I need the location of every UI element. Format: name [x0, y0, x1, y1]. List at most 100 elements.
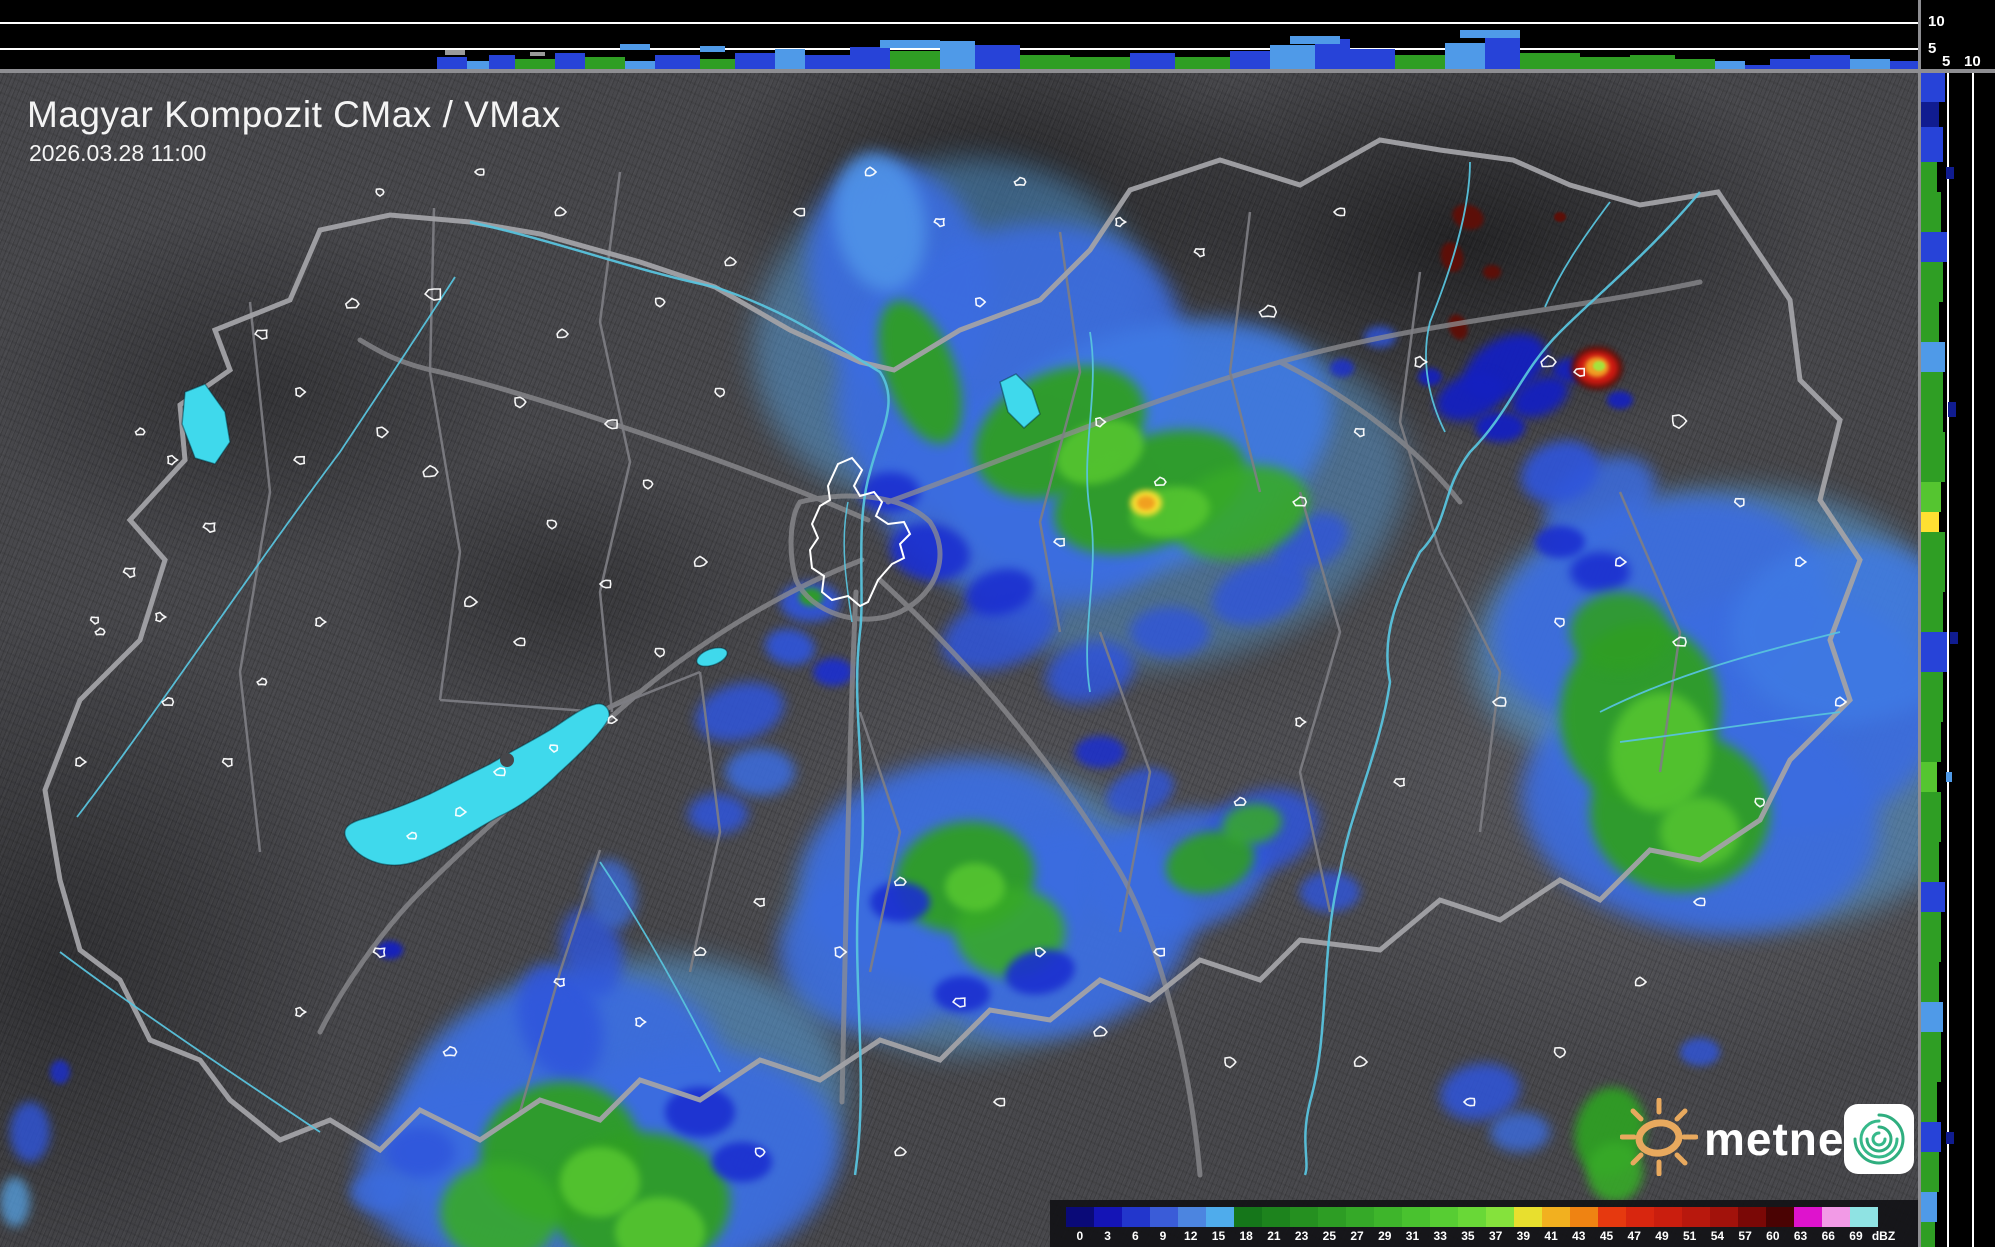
radar-echo-blob — [665, 1087, 735, 1137]
dbz-cell-27 — [1346, 1207, 1374, 1227]
dbz-cell-60 — [1766, 1207, 1794, 1227]
settlement-outline — [642, 479, 654, 490]
settlement-outline — [423, 288, 442, 301]
spiral-icon — [1853, 1113, 1905, 1165]
right-cross-section-strip — [1920, 72, 1995, 1247]
top-axis-tick-5: 5 — [1928, 40, 1937, 57]
country-border — [42, 137, 1863, 1154]
lake-ferto — [181, 383, 231, 465]
settlement-outline — [1491, 696, 1507, 707]
dbz-cell-39 — [1514, 1207, 1542, 1227]
map-top-border — [0, 69, 1995, 73]
dbz-label-66: 66 — [1821, 1229, 1835, 1243]
dbz-label-60: 60 — [1766, 1229, 1780, 1243]
radar-echo-blob — [813, 658, 853, 686]
dbz-label-51: 51 — [1682, 1229, 1697, 1243]
dbz-label-41: 41 — [1544, 1229, 1558, 1243]
lake-velence — [695, 646, 729, 668]
right-strip-gridline-5 — [1947, 72, 1949, 1247]
dbz-label-69: 69 — [1849, 1229, 1863, 1243]
radar-echo-blob — [1075, 736, 1125, 768]
settlement-outline — [1233, 796, 1247, 807]
settlement-outline — [375, 188, 385, 197]
settlement-outline — [1634, 976, 1648, 987]
settlement-outline — [693, 555, 709, 568]
settlement-outline — [1795, 556, 1808, 568]
settlement-outline — [1671, 414, 1688, 430]
settlement-outline — [834, 946, 848, 959]
settlement-outline — [1692, 897, 1706, 907]
settlement-outline — [514, 396, 527, 409]
dbz-cell-6 — [1122, 1207, 1150, 1227]
settlement-outline — [1052, 537, 1066, 548]
metnet-branding: metnet — [1620, 1090, 1920, 1185]
settlement-outline — [974, 296, 987, 308]
metnet-logo-text: metnet — [1704, 1113, 1861, 1165]
dbz-cell-3 — [1094, 1207, 1122, 1227]
settlement-outline — [1153, 476, 1167, 487]
dbz-cell-66 — [1822, 1207, 1850, 1227]
geography-overlay — [42, 137, 1863, 1178]
dbz-label-63: 63 — [1793, 1229, 1808, 1243]
radar-echo-blob — [945, 863, 1005, 911]
settlement-outline — [134, 427, 146, 436]
right-strip-gridline-10 — [1972, 72, 1974, 1247]
radar-echo-layer — [0, 72, 1920, 1247]
settlement-outline — [161, 696, 175, 707]
dbz-label-35: 35 — [1461, 1229, 1475, 1243]
radar-echo-blob — [440, 1162, 560, 1247]
radar-echo-blob — [1490, 1112, 1550, 1152]
dbz-label-23: 23 — [1294, 1229, 1309, 1243]
settlement-outline — [933, 217, 945, 228]
settlement-outline — [654, 297, 666, 308]
tihany-peninsula — [500, 753, 514, 767]
settlement-outline — [1258, 304, 1278, 318]
river-tisza — [1303, 191, 1701, 1176]
settlement-outline — [376, 426, 390, 439]
map-right-border — [1918, 0, 1921, 1247]
dbz-label-6: 6 — [1131, 1229, 1139, 1243]
top-strip-gridline-10 — [0, 22, 1920, 24]
radar-echo-blob — [1554, 212, 1566, 222]
settlement-outline — [634, 1016, 647, 1028]
settlement-outline — [155, 611, 168, 623]
dbz-label-43: 43 — [1572, 1229, 1586, 1243]
dbz-label-27: 27 — [1350, 1229, 1364, 1243]
dbz-label-54: 54 — [1710, 1229, 1725, 1243]
settlement-outline — [295, 1006, 308, 1018]
settlement-outline — [893, 876, 907, 887]
dbz-scale-labels: 0 3 6 9 12 15 18 21 23 25 27 29 31 33 35 37 39 41 43 45 47 49… — [1066, 1229, 1906, 1243]
radar-map[interactable]: Magyar Kompozit CMax / VMax 2026.03.28 1… — [0, 72, 1920, 1247]
dbz-label-37: 37 — [1488, 1229, 1503, 1243]
metnet-app-icon[interactable] — [1844, 1104, 1914, 1174]
settlement-outline — [1754, 797, 1766, 808]
radar-echo-blob — [1418, 368, 1442, 386]
settlement-outline — [372, 947, 386, 959]
settlement-outline — [556, 328, 570, 339]
axis-corner-box: 10 5 5 10 — [1920, 0, 1995, 72]
settlement-outline — [951, 997, 966, 1008]
river-sio — [599, 861, 721, 1073]
dbz-cell-63 — [1794, 1207, 1822, 1227]
settlement-outline — [292, 455, 306, 466]
settlement-outline — [344, 297, 360, 309]
settlement-outline — [1034, 946, 1047, 958]
radar-echo-blob — [560, 1147, 640, 1217]
lake-balaton — [344, 703, 610, 866]
dbz-label-39: 39 — [1516, 1229, 1531, 1243]
settlement-outline — [1353, 427, 1365, 438]
dbz-label-29: 29 — [1378, 1229, 1392, 1243]
settlement-outline — [1152, 947, 1165, 957]
dbz-cell-33 — [1430, 1207, 1458, 1227]
dbz-label-3: 3 — [1104, 1229, 1111, 1243]
dbz-label-49: 49 — [1655, 1229, 1669, 1243]
dbz-color-scale: 0 3 6 9 12 15 18 21 23 25 27 29 31 33 35 37 39 41 43 45 47 49… — [1050, 1200, 1920, 1247]
dbz-cell-23 — [1290, 1207, 1318, 1227]
dbz-label-47: 47 — [1627, 1229, 1641, 1243]
settlement-outline — [422, 464, 439, 478]
lake-tisza — [999, 373, 1041, 430]
radar-echo-blob — [1330, 359, 1354, 377]
dbz-label-9: 9 — [1159, 1229, 1167, 1243]
settlement-outline — [1414, 355, 1429, 368]
settlement-outline — [221, 757, 233, 768]
